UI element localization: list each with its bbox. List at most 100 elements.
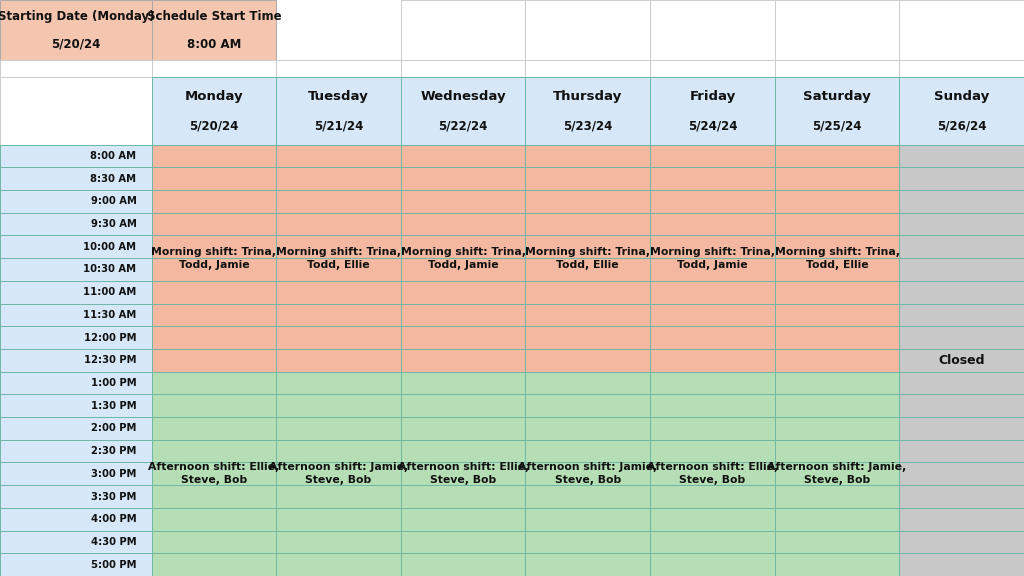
Bar bbox=[276, 258, 400, 281]
Bar bbox=[276, 463, 400, 485]
Bar bbox=[276, 508, 400, 530]
Bar bbox=[650, 349, 775, 372]
Text: 5/23/24: 5/23/24 bbox=[563, 119, 612, 132]
Bar bbox=[899, 236, 1024, 258]
Bar bbox=[152, 281, 276, 304]
Bar bbox=[775, 281, 899, 304]
Text: Afternoon shift: Jamie,
Steve, Bob: Afternoon shift: Jamie, Steve, Bob bbox=[518, 463, 657, 485]
Text: Morning shift: Trina,
Todd, Jamie: Morning shift: Trina, Todd, Jamie bbox=[400, 247, 525, 270]
Text: Monday: Monday bbox=[184, 90, 243, 104]
Bar bbox=[775, 417, 899, 439]
Text: 10:00 AM: 10:00 AM bbox=[83, 242, 136, 252]
Text: 5/21/24: 5/21/24 bbox=[313, 119, 364, 132]
Bar bbox=[775, 213, 899, 236]
Bar bbox=[775, 349, 899, 372]
Text: Closed: Closed bbox=[938, 354, 985, 367]
Bar bbox=[775, 167, 899, 190]
Bar bbox=[899, 530, 1024, 554]
Bar bbox=[0, 258, 152, 281]
Bar bbox=[525, 304, 650, 326]
Bar bbox=[400, 439, 525, 463]
Text: 3:30 PM: 3:30 PM bbox=[91, 491, 136, 502]
Text: Wednesday: Wednesday bbox=[420, 90, 506, 104]
Text: 12:30 PM: 12:30 PM bbox=[84, 355, 136, 365]
Text: 5/20/24: 5/20/24 bbox=[51, 37, 100, 51]
Bar bbox=[400, 326, 525, 349]
Bar bbox=[400, 304, 525, 326]
Bar bbox=[400, 508, 525, 530]
Text: Morning shift: Trina,
Todd, Ellie: Morning shift: Trina, Todd, Ellie bbox=[525, 247, 650, 270]
Bar bbox=[400, 554, 525, 576]
Bar bbox=[152, 349, 276, 372]
Bar bbox=[525, 530, 650, 554]
Bar bbox=[650, 213, 775, 236]
Text: Thursday: Thursday bbox=[553, 90, 623, 104]
Bar bbox=[0, 190, 152, 213]
Bar bbox=[0, 554, 152, 576]
Bar bbox=[899, 145, 1024, 167]
Bar bbox=[276, 304, 400, 326]
Bar bbox=[525, 485, 650, 508]
Bar bbox=[525, 258, 650, 281]
Bar bbox=[775, 372, 899, 395]
Bar bbox=[775, 554, 899, 576]
Bar bbox=[899, 508, 1024, 530]
Bar bbox=[650, 554, 775, 576]
Text: 5/20/24: 5/20/24 bbox=[189, 119, 239, 132]
Bar bbox=[0, 0, 152, 60]
Bar bbox=[0, 77, 152, 145]
Text: Tuesday: Tuesday bbox=[308, 90, 369, 104]
Bar bbox=[152, 326, 276, 349]
Bar bbox=[400, 530, 525, 554]
Text: 2:30 PM: 2:30 PM bbox=[91, 446, 136, 456]
Text: 5/24/24: 5/24/24 bbox=[688, 119, 737, 132]
Bar bbox=[152, 417, 276, 439]
Bar bbox=[775, 530, 899, 554]
Bar bbox=[650, 395, 775, 417]
Bar bbox=[0, 236, 152, 258]
Bar bbox=[775, 60, 899, 77]
Bar bbox=[400, 190, 525, 213]
Bar bbox=[0, 508, 152, 530]
Text: Schedule Start Time: Schedule Start Time bbox=[146, 10, 282, 23]
Bar bbox=[899, 213, 1024, 236]
Bar bbox=[276, 530, 400, 554]
Text: 5:00 PM: 5:00 PM bbox=[91, 560, 136, 570]
Bar bbox=[152, 77, 276, 145]
Bar bbox=[152, 304, 276, 326]
Bar bbox=[899, 60, 1024, 77]
Bar bbox=[152, 508, 276, 530]
Bar bbox=[899, 372, 1024, 395]
Text: Sunday: Sunday bbox=[934, 90, 989, 104]
Bar bbox=[276, 145, 400, 167]
Bar bbox=[276, 554, 400, 576]
Bar bbox=[400, 258, 525, 281]
Bar bbox=[899, 395, 1024, 417]
Bar bbox=[899, 258, 1024, 281]
Bar bbox=[0, 417, 152, 439]
Bar bbox=[525, 167, 650, 190]
Bar bbox=[525, 463, 650, 485]
Bar bbox=[0, 213, 152, 236]
Bar bbox=[899, 554, 1024, 576]
Text: Morning shift: Trina,
Todd, Ellie: Morning shift: Trina, Todd, Ellie bbox=[276, 247, 401, 270]
Text: 8:00 AM: 8:00 AM bbox=[186, 37, 241, 51]
Bar bbox=[525, 554, 650, 576]
Bar bbox=[525, 0, 650, 60]
Bar bbox=[152, 145, 276, 167]
Bar bbox=[899, 0, 1024, 60]
Bar bbox=[525, 349, 650, 372]
Bar bbox=[899, 167, 1024, 190]
Bar bbox=[899, 77, 1024, 145]
Text: 2:00 PM: 2:00 PM bbox=[91, 423, 136, 433]
Bar bbox=[525, 417, 650, 439]
Bar bbox=[152, 167, 276, 190]
Bar bbox=[400, 213, 525, 236]
Bar bbox=[525, 508, 650, 530]
Bar bbox=[0, 530, 152, 554]
Text: 11:00 AM: 11:00 AM bbox=[83, 287, 136, 297]
Bar bbox=[276, 439, 400, 463]
Bar bbox=[400, 463, 525, 485]
Bar bbox=[775, 304, 899, 326]
Bar bbox=[525, 281, 650, 304]
